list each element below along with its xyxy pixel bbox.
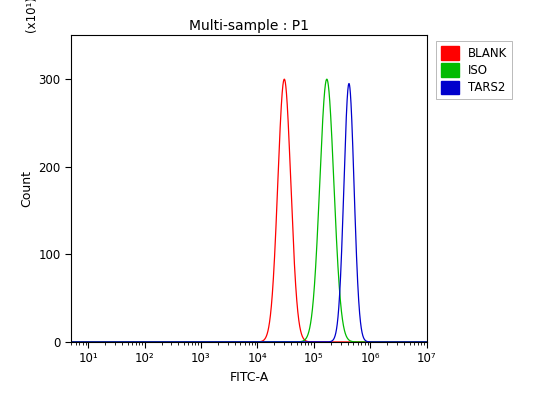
Y-axis label: Count: Count bbox=[20, 170, 33, 207]
Text: (x10¹): (x10¹) bbox=[25, 0, 38, 32]
Title: Multi-sample : P1: Multi-sample : P1 bbox=[189, 19, 309, 33]
Legend: BLANK, ISO, TARS2: BLANK, ISO, TARS2 bbox=[436, 41, 512, 99]
X-axis label: FITC-A: FITC-A bbox=[229, 371, 269, 384]
